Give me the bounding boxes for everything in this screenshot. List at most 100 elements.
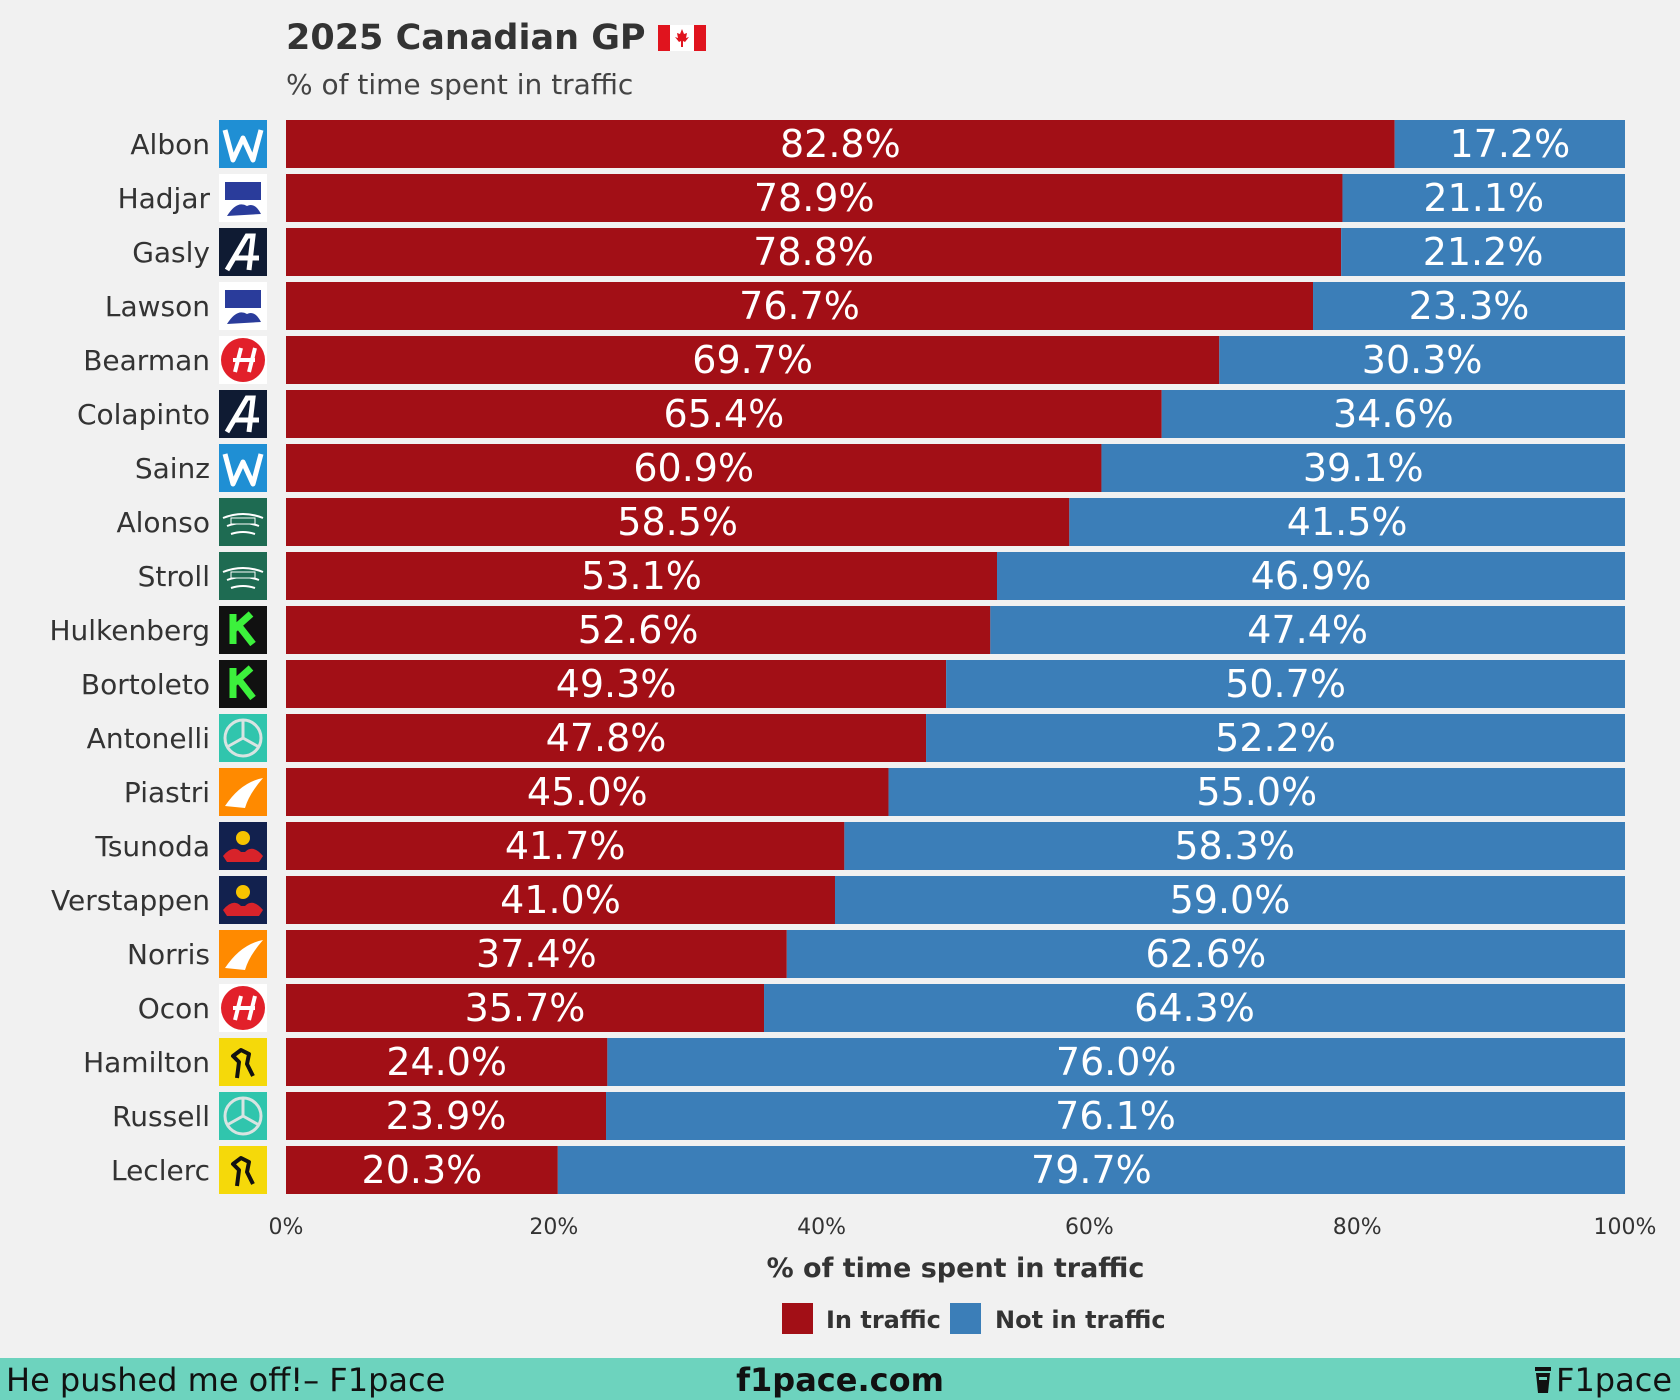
bar-row: 65.4% 34.6% Colapinto xyxy=(77,390,1625,438)
driver-label: Leclerc xyxy=(111,1154,210,1187)
williams-logo-icon xyxy=(219,444,267,492)
footer-website-link[interactable]: f1pace.com xyxy=(736,1361,944,1399)
bar-row: 24.0% 76.0% Hamilton xyxy=(83,1038,1625,1086)
bar-value-not-in-traffic: 76.1% xyxy=(1055,1094,1176,1138)
bar-not-in-traffic xyxy=(926,714,1625,762)
bar-in-traffic xyxy=(286,984,765,1032)
bar-in-traffic xyxy=(286,1038,608,1086)
driver-label: Sainz xyxy=(135,452,210,485)
legend-swatch-not-in-traffic xyxy=(950,1303,981,1334)
bar-value-not-in-traffic: 79.7% xyxy=(1031,1148,1152,1192)
bar-value-in-traffic: 45.0% xyxy=(527,770,648,814)
bar-in-traffic xyxy=(286,390,1162,438)
legend-label-not-in-traffic: Not in traffic xyxy=(995,1306,1166,1334)
sauber-logo-icon xyxy=(219,660,267,708)
x-tick-label: 40% xyxy=(797,1215,846,1240)
bar-row: 60.9% 39.1% Sainz xyxy=(135,444,1625,492)
bar-value-not-in-traffic: 47.4% xyxy=(1247,608,1368,652)
x-tick-label: 0% xyxy=(269,1215,304,1240)
driver-label: Tsunoda xyxy=(94,830,210,863)
bar-row: 78.8% 21.2% Gasly xyxy=(132,228,1625,276)
driver-label: Colapinto xyxy=(77,398,210,431)
sauber-logo-icon xyxy=(219,606,267,654)
bar-not-in-traffic xyxy=(1342,174,1625,222)
x-tick-label: 20% xyxy=(529,1215,578,1240)
bar-not-in-traffic xyxy=(888,768,1625,816)
driver-label: Bortoleto xyxy=(81,668,210,701)
legend-label-in-traffic: In traffic xyxy=(826,1306,941,1334)
driver-label: Piastri xyxy=(124,776,210,809)
bar-not-in-traffic xyxy=(1101,444,1625,492)
bar-in-traffic xyxy=(286,1092,607,1140)
bar-row: 41.7% 58.3% Tsunoda xyxy=(94,822,1625,870)
bar-row: 20.3% 79.7% Leclerc xyxy=(111,1146,1625,1194)
bar-value-in-traffic: 35.7% xyxy=(465,986,586,1030)
footer-bar: He pushed me off!– F1pace f1pace.com F1p… xyxy=(0,1358,1680,1400)
williams-logo-icon xyxy=(219,120,267,168)
bar-value-in-traffic: 82.8% xyxy=(780,122,901,166)
footer-tagline: He pushed me off!– F1pace xyxy=(6,1361,446,1399)
bar-value-in-traffic: 49.3% xyxy=(556,662,677,706)
driver-label: Alonso xyxy=(116,506,210,539)
bar-in-traffic xyxy=(286,1146,558,1194)
bar-row: 53.1% 46.9% Stroll xyxy=(138,552,1625,600)
ferrari-logo-icon xyxy=(219,1038,267,1086)
bar-value-not-in-traffic: 41.5% xyxy=(1287,500,1408,544)
bar-row: 82.8% 17.2% Albon xyxy=(130,120,1625,168)
bar-in-traffic xyxy=(286,714,927,762)
bar-in-traffic xyxy=(286,930,787,978)
bar-value-not-in-traffic: 50.7% xyxy=(1225,662,1346,706)
mercedes-logo-icon xyxy=(219,1092,267,1140)
bar-not-in-traffic xyxy=(786,930,1625,978)
bar-value-not-in-traffic: 64.3% xyxy=(1134,986,1255,1030)
bar-in-traffic xyxy=(286,336,1220,384)
driver-label: Russell xyxy=(112,1100,210,1133)
bar-not-in-traffic xyxy=(1069,498,1625,546)
bar-row: 52.6% 47.4% Hulkenberg xyxy=(49,606,1625,654)
footer-brand: F1pace xyxy=(1532,1361,1672,1399)
racing-bulls-logo-icon xyxy=(219,282,267,330)
bar-value-in-traffic: 41.7% xyxy=(505,824,626,868)
bar-value-not-in-traffic: 21.2% xyxy=(1423,230,1544,274)
canada-flag-icon xyxy=(657,25,706,51)
bar-value-not-in-traffic: 39.1% xyxy=(1303,446,1424,490)
bar-value-not-in-traffic: 76.0% xyxy=(1056,1040,1177,1084)
driver-label: Hadjar xyxy=(118,182,211,215)
mclaren-logo-icon xyxy=(219,930,267,978)
bar-not-in-traffic xyxy=(844,822,1625,870)
driver-label: Albon xyxy=(130,128,210,161)
bar-not-in-traffic xyxy=(557,1146,1625,1194)
driver-label: Bearman xyxy=(83,344,210,377)
bar-row: 49.3% 50.7% Bortoleto xyxy=(81,660,1625,708)
bar-in-traffic xyxy=(286,552,998,600)
bar-in-traffic xyxy=(286,660,947,708)
driver-label: Hamilton xyxy=(83,1046,210,1079)
red-bull-logo-icon xyxy=(219,876,267,924)
bar-not-in-traffic xyxy=(607,1038,1625,1086)
bar-value-in-traffic: 37.4% xyxy=(476,932,597,976)
bar-row: 41.0% 59.0% Verstappen xyxy=(51,876,1625,924)
ferrari-logo-icon xyxy=(219,1146,267,1194)
bar-value-not-in-traffic: 17.2% xyxy=(1449,122,1570,166)
bar-row: 69.7% 30.3% Bearman xyxy=(83,336,1625,384)
bar-not-in-traffic xyxy=(1161,390,1625,438)
bar-in-traffic xyxy=(286,444,1102,492)
bar-value-in-traffic: 78.8% xyxy=(753,230,874,274)
driver-label: Antonelli xyxy=(87,722,210,755)
driver-label: Stroll xyxy=(138,560,210,593)
bar-value-in-traffic: 20.3% xyxy=(362,1148,483,1192)
bar-value-not-in-traffic: 23.3% xyxy=(1409,284,1530,328)
bar-value-in-traffic: 53.1% xyxy=(581,554,702,598)
bar-in-traffic xyxy=(286,498,1070,546)
bar-not-in-traffic xyxy=(606,1092,1625,1140)
bar-not-in-traffic xyxy=(1394,120,1625,168)
aston-martin-logo-icon xyxy=(219,552,267,600)
alpine-logo-icon xyxy=(219,228,267,276)
bar-in-traffic xyxy=(286,876,835,924)
bar-value-in-traffic: 60.9% xyxy=(633,446,754,490)
x-axis-label: % of time spent in traffic xyxy=(767,1253,1145,1284)
driver-label: Verstappen xyxy=(51,884,210,917)
bar-in-traffic xyxy=(286,768,889,816)
driver-label: Lawson xyxy=(105,290,210,323)
alpine-logo-icon xyxy=(219,390,267,438)
